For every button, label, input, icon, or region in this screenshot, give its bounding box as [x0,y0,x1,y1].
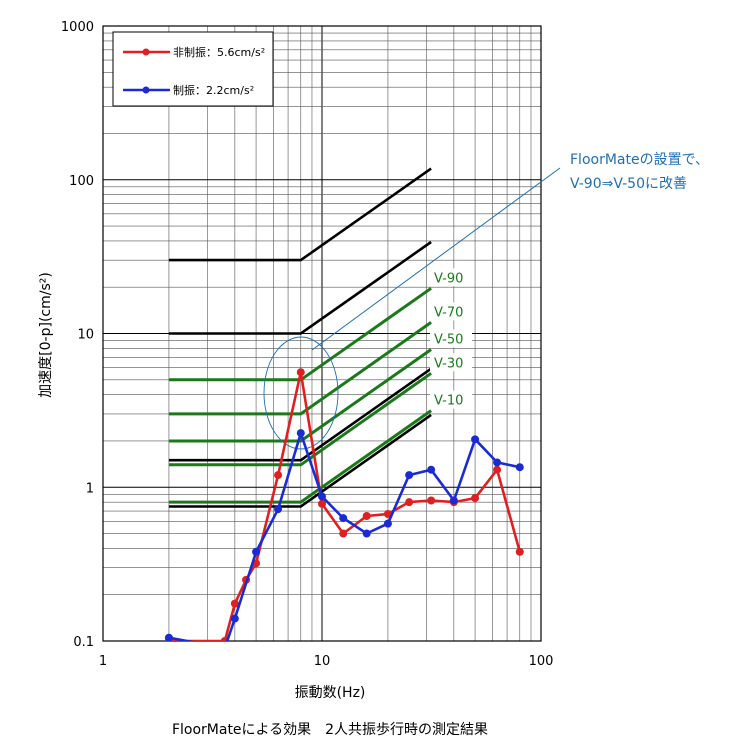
data-point [427,465,436,474]
data-point [493,458,502,467]
annotation-leader-line [311,167,561,351]
data-point [230,614,239,623]
series-1 [164,368,524,641]
x-axis-label: 振動数(Hz) [295,685,366,701]
legend: 非制振：5.6cm/s² 制振：2.2cm/s² [112,31,274,107]
data-point [449,496,458,505]
ref-curve-v-50 [168,348,432,443]
data-point [515,463,524,472]
x-tick-label: 1 [99,654,107,669]
plot-frame [102,25,542,642]
x-tick-label: 100 [529,654,554,669]
series-line [168,431,521,641]
annotation-text-line: V-90⇒V-50に改善 [570,176,687,192]
grid [103,26,541,641]
ref-curve-v-10 [168,409,432,504]
y-axis-label: 加速度[0-p](cm/s²) [38,272,54,398]
data-series [164,368,524,652]
data-point [252,547,261,556]
ref-curve-v-70 [168,321,432,416]
legend-box [112,31,274,107]
ref-label-v-90: V-90 [434,271,463,286]
y-tick-labels: 0.1 1 10 100 1000 [61,20,94,650]
data-point [339,529,348,538]
data-point [230,599,239,608]
data-point [405,471,414,480]
data-point [221,644,229,652]
ref-curve-black [168,367,432,462]
y-tick-label: 0.1 [73,635,94,650]
x-tick-label: 10 [314,654,331,669]
ref-label-v-10: V-10 [434,394,463,409]
legend-label: 制振：2.2cm/s² [173,83,254,97]
data-point [296,368,305,377]
annotation: FloorMateの設置で、 V-90⇒V-50に改善 [263,152,709,450]
highlight-ellipse [263,336,339,450]
data-point [274,471,283,480]
ref-label-bg [430,353,472,372]
data-point [362,512,371,521]
y-tick-label: 1 [86,481,94,496]
data-point [296,429,305,438]
ref-label-v-50: V-50 [434,332,463,347]
data-point [318,492,326,501]
y-tick-label: 10 [77,328,94,343]
data-point [362,529,371,538]
data-point [318,499,326,508]
data-point [164,633,173,641]
x-tick-labels: 1 10 100 [99,654,554,669]
legend-label: 非制振：5.6cm/s² [173,45,265,59]
y-tick-label: 100 [69,174,94,189]
ref-label-v-70: V-70 [434,305,463,320]
series-2 [164,429,524,652]
data-point [515,547,524,556]
data-point [274,505,283,514]
data-point [383,519,392,528]
y-tick-label: 1000 [61,20,94,35]
ref-label-bg [430,268,472,287]
ref-curve-v-30 [168,372,432,467]
chart-caption: FloorMateによる効果 2人共振歩行時の測定結果 [172,722,488,738]
data-point [493,465,502,474]
annotation-text-line: FloorMateの設置で、 [570,152,709,168]
data-point [427,496,436,505]
data-point [471,435,480,444]
ref-label-bg [430,302,472,321]
ref-label-bg [430,390,472,409]
reference-curve-labels: V-90 V-70 V-50 V-30 V-10 [430,268,472,409]
ref-label-v-30: V-30 [434,356,463,371]
ref-curve-black [168,413,432,508]
legend-marker [142,48,150,56]
ref-curve-black [168,167,432,262]
legend-marker [142,86,150,94]
ref-label-bg [430,329,472,348]
data-point [339,514,348,523]
data-point [471,494,480,503]
ref-curve-black [168,240,432,335]
data-point [405,498,414,507]
